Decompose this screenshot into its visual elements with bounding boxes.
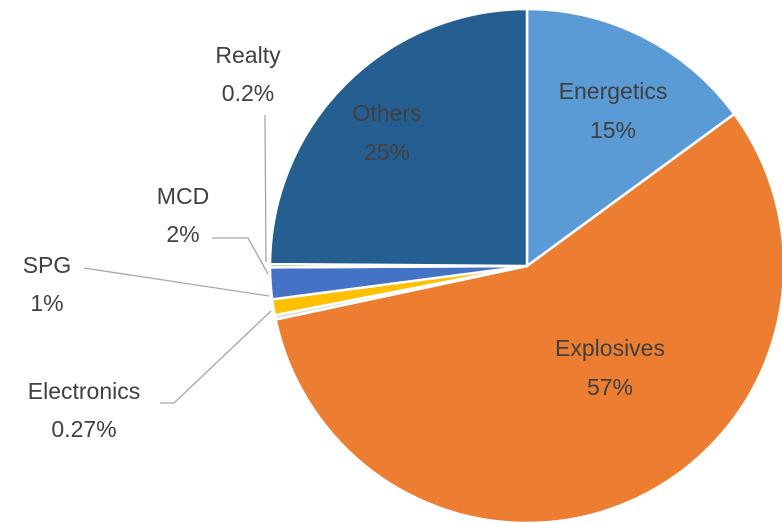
value-label: 2% xyxy=(166,221,199,247)
slice-label: Electronics xyxy=(28,378,140,404)
value-label: 0.27% xyxy=(51,416,116,442)
value-label: 1% xyxy=(30,290,63,316)
value-label: 25% xyxy=(364,139,410,165)
slice-label: Realty xyxy=(215,42,281,68)
value-label: 0.2% xyxy=(222,80,274,106)
value-label: 15% xyxy=(590,117,636,143)
slice-label: Others xyxy=(352,100,421,126)
pie-slice xyxy=(268,7,529,268)
slice-label: MCD xyxy=(157,183,209,209)
leader-line xyxy=(83,267,270,297)
value-label: 57% xyxy=(587,374,633,400)
leader-line xyxy=(264,114,267,263)
pie-slice xyxy=(525,7,736,269)
slice-label: Explosives xyxy=(555,335,665,361)
slice-label: Energetics xyxy=(559,78,668,104)
leader-line xyxy=(212,237,269,275)
leader-line xyxy=(160,310,272,404)
pie-slice xyxy=(274,112,782,523)
slice-label: SPG xyxy=(23,252,72,278)
